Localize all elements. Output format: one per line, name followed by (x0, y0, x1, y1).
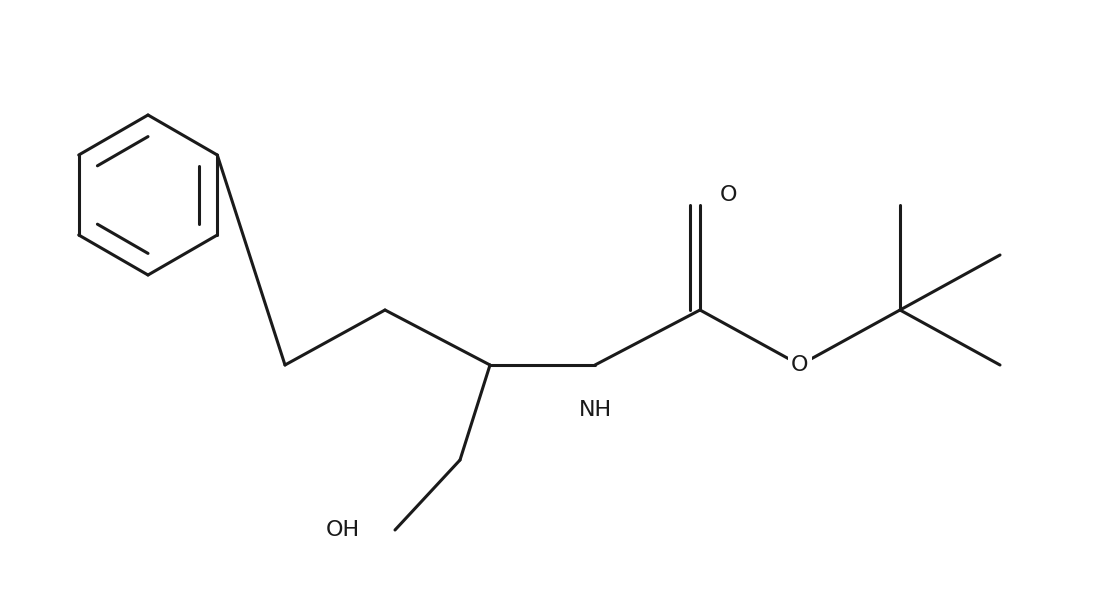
Text: OH: OH (326, 520, 360, 540)
Text: O: O (791, 355, 809, 375)
Text: NH: NH (579, 400, 612, 420)
Text: O: O (720, 185, 737, 205)
